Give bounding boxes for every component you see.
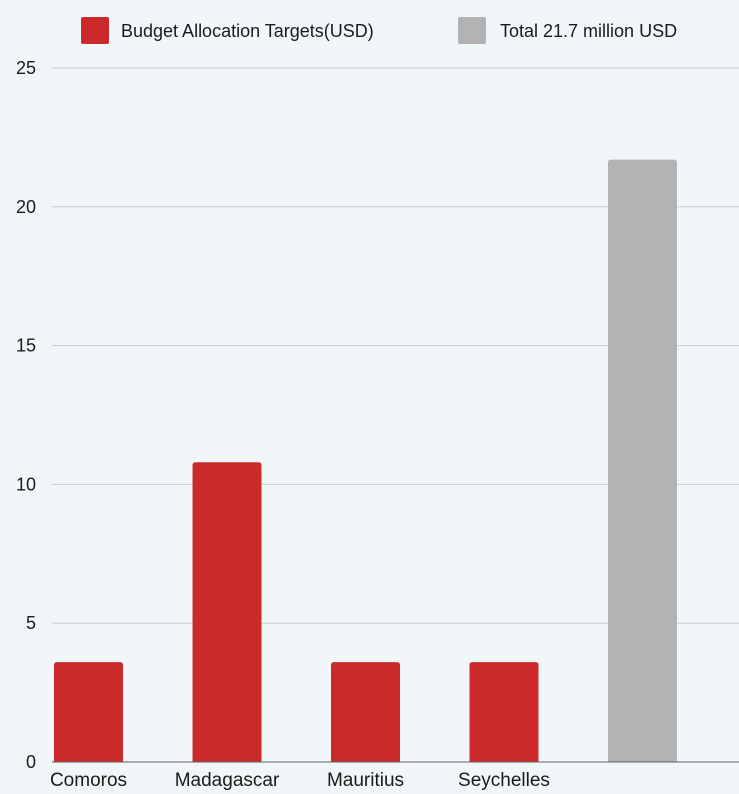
y-tick-label: 15 [16, 336, 36, 356]
y-tick-label: 10 [16, 474, 36, 494]
legend-label-total: Total 21.7 million USD [500, 21, 677, 41]
bar-madagascar [192, 462, 262, 762]
x-tick-label: Madagascar [175, 770, 280, 791]
x-tick-label: Comoros [50, 770, 127, 791]
bars [54, 159, 677, 762]
bar-mauritius [331, 662, 400, 762]
y-axis-ticks: 0 5 10 15 20 25 [16, 58, 36, 772]
bar-seychelles [469, 662, 539, 762]
bar-comoros [54, 662, 123, 762]
legend: Budget Allocation Targets(USD) Total 21.… [81, 17, 677, 44]
legend-swatch-budget [81, 17, 109, 44]
x-tick-label: Seychelles [458, 770, 550, 791]
legend-label-budget: Budget Allocation Targets(USD) [121, 21, 374, 41]
y-tick-label: 20 [16, 197, 36, 217]
x-tick-label: Mauritius [327, 770, 404, 791]
y-tick-label: 25 [16, 58, 36, 78]
y-tick-label: 5 [26, 613, 36, 633]
y-tick-label: 0 [26, 752, 36, 772]
bar-total [608, 159, 677, 762]
x-axis-labels: Comoros Madagascar Mauritius Seychelles [50, 770, 550, 791]
legend-swatch-total [458, 17, 486, 44]
